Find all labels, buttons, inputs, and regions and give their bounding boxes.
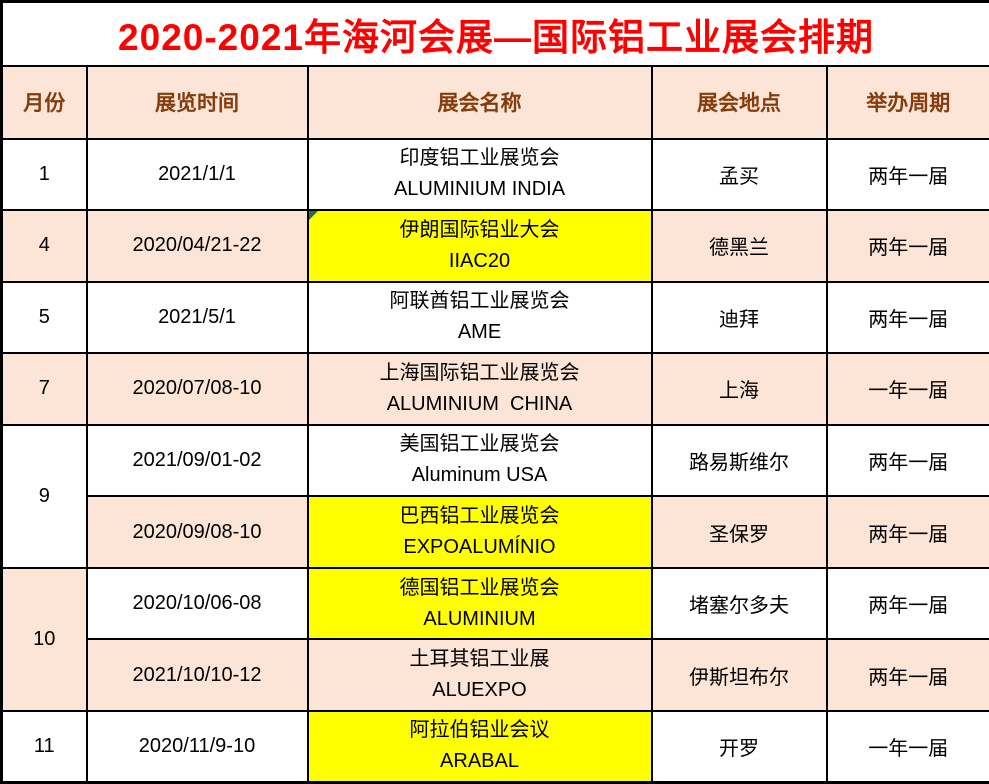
- cell-cycle: 一年一届: [825, 352, 989, 426]
- cell-name: 伊朗国际铝业大会 IIAC20: [306, 209, 653, 283]
- cell-month: 1: [0, 137, 88, 212]
- cell-time: 2021/5/1: [85, 280, 309, 355]
- cell-time: 2020/07/08-10: [85, 352, 309, 426]
- exhibition-name-en: ALUMINIUM INDIA: [393, 178, 566, 201]
- table-row: 11 2020/11/9-10 阿拉伯铝业会议 ARABAL 开罗 一年一届: [0, 709, 989, 784]
- exhibition-name-en: ALUMINIUM: [423, 607, 536, 630]
- page-title: 2020-2021年海河会展—国际铝工业展会排期: [0, 0, 989, 67]
- cell-cycle: 两年一届: [825, 495, 989, 569]
- exhibition-name-en: AME: [457, 321, 502, 344]
- cell-location: 德黑兰: [650, 209, 828, 283]
- exhibition-name-en: IIAC20: [448, 249, 511, 272]
- cell-cycle: 两年一届: [825, 280, 989, 355]
- exhibition-name-en: EXPOALUMÍNIO: [403, 536, 556, 559]
- table-row: 2020/09/08-10 巴西铝工业展览会 EXPOALUMÍNIO 圣保罗 …: [2, 495, 989, 569]
- cell-time: 2021/10/10-12: [85, 638, 309, 712]
- exhibition-name-cn: 阿拉伯铝业会议: [409, 719, 550, 742]
- cell-name: 印度铝工业展览会 ALUMINIUM INDIA: [306, 137, 653, 212]
- cell-name: 阿联酋铝工业展览会 AME: [306, 280, 653, 355]
- cell-cycle: 两年一届: [825, 566, 989, 641]
- cell-month: 7: [0, 352, 88, 426]
- table-row: 10 2020/10/06-08 德国铝工业展览会 ALUMINIUM 堵塞尔多…: [0, 566, 989, 712]
- cell-time: 2020/11/9-10: [85, 709, 309, 784]
- cell-name: 上海国际铝工业展览会 ALUMINIUM CHINA: [306, 352, 653, 426]
- cell-time: 2021/1/1: [85, 137, 309, 212]
- cell-location: 上海: [650, 352, 828, 426]
- cell-name: 巴西铝工业展览会 EXPOALUMÍNIO: [306, 495, 653, 569]
- cell-location: 开罗: [650, 709, 828, 784]
- exhibition-name-cn: 伊朗国际铝业大会: [399, 218, 560, 241]
- exhibition-name-cn: 美国铝工业展览会: [399, 433, 560, 456]
- header-month: 月份: [0, 64, 88, 140]
- cell-location: 堵塞尔多夫: [650, 566, 828, 641]
- exhibition-name-en: ARABAL: [440, 750, 519, 773]
- title-row: 2020-2021年海河会展—国际铝工业展会排期: [0, 0, 989, 67]
- exhibition-name-en: ALUMINIUM CHINA: [386, 392, 573, 415]
- table-row: 4 2020/04/21-22 伊朗国际铝业大会 IIAC20 德黑兰 两年一届: [0, 209, 989, 283]
- cell-cycle: 两年一届: [825, 209, 989, 283]
- cell-cycle: 两年一届: [825, 423, 989, 498]
- exhibition-name-cn: 上海国际铝工业展览会: [379, 361, 580, 384]
- exhibition-name-cn: 巴西铝工业展览会: [399, 505, 560, 528]
- table-row: 7 2020/07/08-10 上海国际铝工业展览会 ALUMINIUM CHI…: [0, 352, 989, 426]
- cell-name: 阿拉伯铝业会议 ARABAL: [306, 709, 653, 784]
- cell-month: 4: [0, 209, 88, 283]
- header-cycle: 举办周期: [825, 64, 989, 140]
- cell-location: 伊斯坦布尔: [650, 638, 828, 712]
- table-row: 1 2021/1/1 印度铝工业展览会 ALUMINIUM INDIA 孟买 两…: [0, 137, 989, 212]
- cell-time: 2020/10/06-08: [85, 566, 309, 641]
- header-name: 展会名称: [306, 64, 653, 140]
- exhibition-name-cn: 印度铝工业展览会: [399, 147, 560, 170]
- cell-time: 2021/09/01-02: [85, 423, 309, 498]
- cell-cycle: 两年一届: [825, 137, 989, 212]
- cell-cycle: 一年一届: [825, 709, 989, 784]
- exhibition-name-en: ALUEXPO: [432, 679, 527, 702]
- exhibition-name-en: Aluminum USA: [411, 464, 548, 487]
- cell-location: 孟买: [650, 137, 828, 212]
- cell-month-merged: 9: [0, 423, 88, 569]
- cell-time: 2020/09/08-10: [85, 495, 309, 569]
- green-corner-flag-icon: [309, 212, 318, 221]
- cell-name: 美国铝工业展览会 Aluminum USA: [306, 423, 653, 498]
- header-location: 展会地点: [650, 64, 828, 140]
- cell-cycle: 两年一届: [825, 638, 989, 712]
- cell-location: 路易斯维尔: [650, 423, 828, 498]
- cell-name: 土耳其铝工业展 ALUEXPO: [306, 638, 653, 712]
- cell-month: 5: [0, 280, 88, 355]
- table-row: 5 2021/5/1 阿联酋铝工业展览会 AME 迪拜 两年一届: [0, 280, 989, 355]
- cell-name: 德国铝工业展览会 ALUMINIUM: [306, 566, 653, 641]
- exhibition-name-cn: 德国铝工业展览会: [399, 576, 560, 599]
- cell-location: 圣保罗: [650, 495, 828, 569]
- cell-location: 迪拜: [650, 280, 828, 355]
- exhibition-name-cn: 土耳其铝工业展: [409, 648, 550, 671]
- table-row: 9 2021/09/01-02 美国铝工业展览会 Aluminum USA 路易…: [0, 423, 989, 569]
- header-time: 展览时间: [85, 64, 309, 140]
- table-row: 2021/10/10-12 土耳其铝工业展 ALUEXPO 伊斯坦布尔 两年一届: [2, 638, 989, 712]
- table-header-row: 月份 展览时间 展会名称 展会地点 举办周期: [0, 64, 989, 140]
- cell-time: 2020/04/21-22: [85, 209, 309, 283]
- exhibition-name-cn: 阿联酋铝工业展览会: [389, 290, 570, 313]
- cell-month: 11: [0, 709, 88, 784]
- cell-month-merged: 10: [0, 566, 88, 712]
